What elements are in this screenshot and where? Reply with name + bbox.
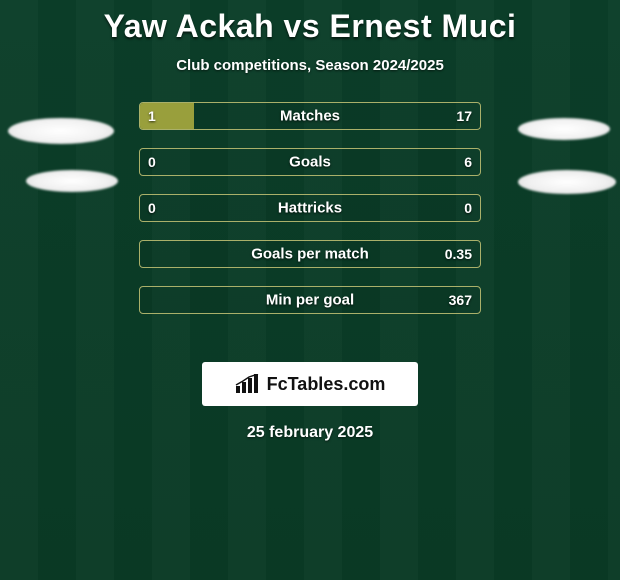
bar-value-right: 17 [456,108,472,124]
page-title: Yaw Ackah vs Ernest Muci [0,0,620,45]
bar-metric-label: Goals per match [251,246,369,263]
brand-text: FcTables.com [267,374,386,395]
bar-metric-label: Min per goal [266,292,354,309]
bar-metric-label: Matches [280,108,340,125]
stat-bar: Min per goal 367 [139,286,481,314]
brand-chart-icon [235,374,261,394]
player-right-ellipse-1 [518,118,610,140]
page-subtitle: Club competitions, Season 2024/2025 [0,57,620,74]
stat-bar: 0 Goals 6 [139,148,481,176]
bar-value-right: 0 [464,200,472,216]
bar-value-left: 0 [148,200,156,216]
stat-bar: 0 Hattricks 0 [139,194,481,222]
bar-value-right: 367 [449,292,472,308]
player-left-ellipse-1 [8,118,114,144]
player-right-ellipse-2 [518,170,616,194]
bar-value-left: 0 [148,154,156,170]
bar-value-left: 1 [148,108,156,124]
bar-metric-label: Goals [289,154,331,171]
bar-metric-label: Hattricks [278,200,342,217]
brand-badge: FcTables.com [202,362,418,406]
bar-value-right: 0.35 [445,246,472,262]
update-date: 25 february 2025 [0,424,620,442]
stat-bars: 1 Matches 17 0 Goals 6 0 Hattricks 0 Goals per ma… [139,102,481,332]
stat-bar: 1 Matches 17 [139,102,481,130]
stat-bar: Goals per match 0.35 [139,240,481,268]
player-left-ellipse-2 [26,170,118,192]
bar-value-right: 6 [464,154,472,170]
comparison-arena: 1 Matches 17 0 Goals 6 0 Hattricks 0 Goals per ma… [0,102,620,342]
